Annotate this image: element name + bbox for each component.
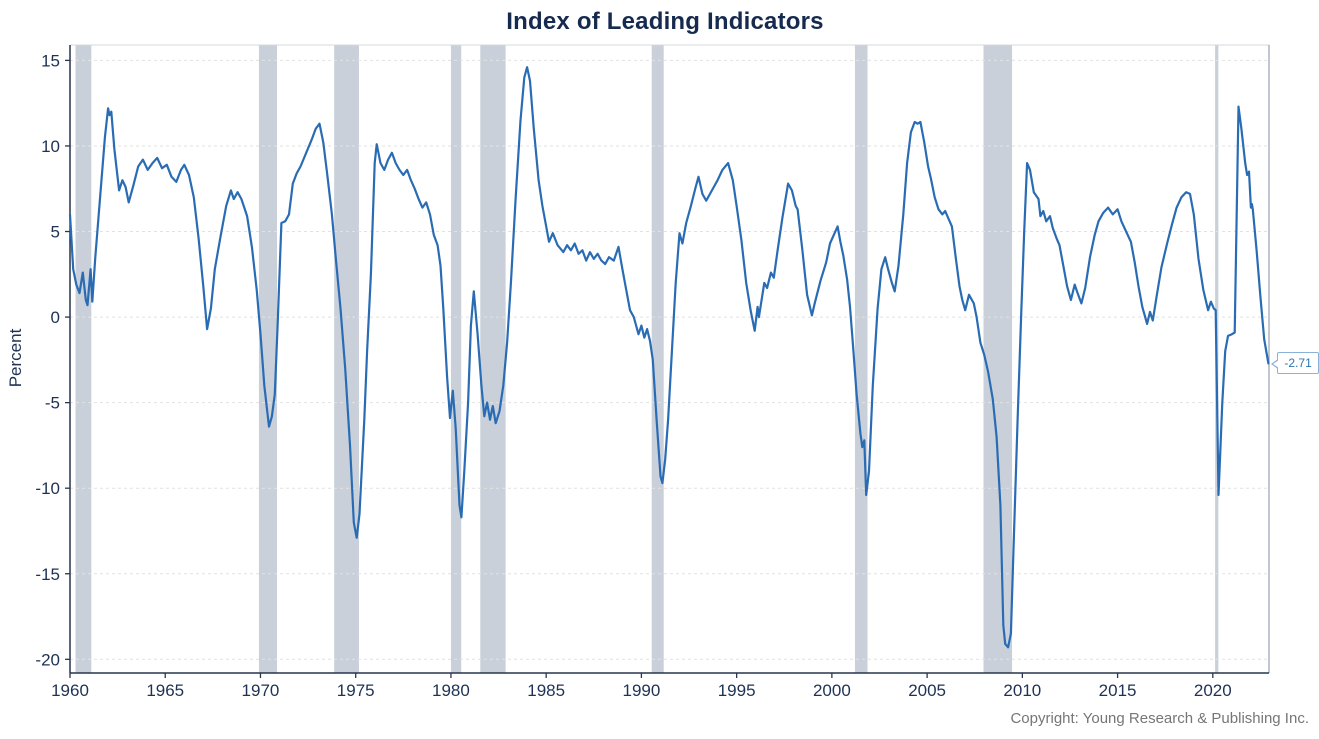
x-tick-label: 1975 [337, 681, 375, 700]
x-tick-label: 1990 [622, 681, 660, 700]
y-tick-label: 10 [41, 137, 60, 156]
recession-band [651, 45, 664, 673]
chart-title: Index of Leading Indicators [506, 8, 824, 35]
recession-band [480, 45, 506, 673]
y-tick-label: 15 [41, 51, 60, 70]
y-tick-label: 0 [51, 308, 60, 327]
recession-band [258, 45, 278, 673]
recession-band [75, 45, 92, 673]
recession-band [450, 45, 462, 673]
copyright-text: Copyright: Young Research & Publishing I… [1010, 710, 1309, 727]
x-tick-label: 1980 [432, 681, 470, 700]
y-tick-label: -10 [35, 479, 60, 498]
recession-band [983, 45, 1013, 673]
x-tick-label: 2020 [1194, 681, 1232, 700]
indicator-line [68, 66, 1270, 649]
y-tick-label: -5 [45, 394, 60, 413]
x-tick-label: 1965 [146, 681, 184, 700]
x-tick-label: 1995 [718, 681, 756, 700]
x-tick-label: 1960 [51, 681, 89, 700]
y-tick-label: -20 [35, 650, 60, 669]
x-tick-label: 2010 [1003, 681, 1041, 700]
x-tick-label: 2000 [813, 681, 851, 700]
x-tick-label: 2005 [908, 681, 946, 700]
y-tick-label: 5 [51, 223, 60, 242]
x-tick-label: 2015 [1099, 681, 1137, 700]
last-value-callout: -2.71 [1271, 352, 1319, 375]
y-tick-label: -15 [35, 565, 60, 584]
x-tick-label: 1970 [242, 681, 280, 700]
x-tick-label: 1985 [527, 681, 565, 700]
recession-band [334, 45, 359, 673]
recession-band [854, 45, 868, 673]
